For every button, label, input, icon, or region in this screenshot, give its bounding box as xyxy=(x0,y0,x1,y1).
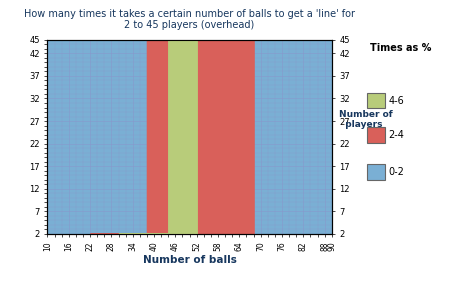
Text: 2-4: 2-4 xyxy=(389,130,404,141)
Text: Number of
  players: Number of players xyxy=(339,110,392,129)
Text: 0-2: 0-2 xyxy=(389,167,404,178)
Text: Times as %: Times as % xyxy=(370,43,431,53)
X-axis label: Number of balls: Number of balls xyxy=(143,255,237,265)
Text: 4-6: 4-6 xyxy=(389,96,404,106)
Text: How many times it takes a certain number of balls to get a 'line' for
2 to 45 pl: How many times it takes a certain number… xyxy=(24,9,355,30)
